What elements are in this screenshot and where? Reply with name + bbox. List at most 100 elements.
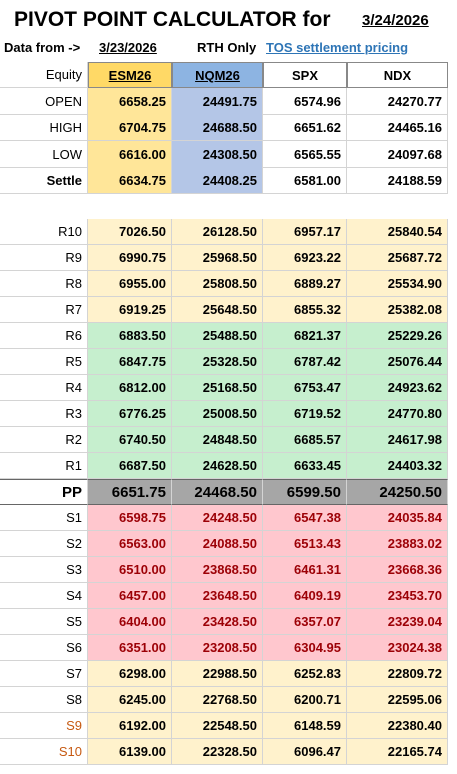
row-label: R3 (0, 401, 88, 427)
cell: 6565.55 (263, 140, 347, 168)
cell: NDX (347, 62, 448, 88)
cell: 6704.75 (88, 114, 172, 142)
row-label: R5 (0, 349, 88, 375)
cell: 23208.50 (172, 635, 263, 661)
cell: 24188.59 (347, 166, 448, 194)
cell: ESM26 (88, 62, 172, 88)
row-label: Settle (0, 166, 88, 194)
cell: 6812.00 (88, 375, 172, 401)
row-label: R8 (0, 271, 88, 297)
cell: 6148.59 (263, 713, 347, 739)
cell: 6633.45 (263, 453, 347, 479)
cell: 6598.75 (88, 505, 172, 531)
cell: 24270.77 (347, 88, 448, 115)
cell: 23883.02 (347, 531, 448, 557)
row-label: S3 (0, 557, 88, 583)
cell: 22548.50 (172, 713, 263, 739)
cell: 6687.50 (88, 453, 172, 479)
cell: 25382.08 (347, 297, 448, 323)
cell: 24308.50 (172, 140, 263, 168)
row-label: R4 (0, 375, 88, 401)
cell: 25076.44 (347, 349, 448, 375)
cell: 22988.50 (172, 661, 263, 687)
row-label: S7 (0, 661, 88, 687)
cell: 6139.00 (88, 739, 172, 765)
row-label: S8 (0, 687, 88, 713)
cell: 6634.75 (88, 166, 172, 194)
cell: 6719.52 (263, 401, 347, 427)
row-label: S5 (0, 609, 88, 635)
row-label: S6 (0, 635, 88, 661)
cell: 25168.50 (172, 375, 263, 401)
row-label: S4 (0, 583, 88, 609)
cell: 6955.00 (88, 271, 172, 297)
row-label: R10 (0, 219, 88, 245)
cell: 6510.00 (88, 557, 172, 583)
cell: 24688.50 (172, 114, 263, 142)
row-label: S1 (0, 505, 88, 531)
cell: 6298.00 (88, 661, 172, 687)
cell: 6461.31 (263, 557, 347, 583)
cell: 26128.50 (172, 219, 263, 245)
row-label: S10 (0, 739, 88, 765)
cell: SPX (263, 62, 347, 88)
cell: 25648.50 (172, 297, 263, 323)
cell: 6651.62 (263, 114, 347, 142)
cell: 6685.57 (263, 427, 347, 453)
cell: 24097.68 (347, 140, 448, 168)
cell: 6192.00 (88, 713, 172, 739)
cell: 6513.43 (263, 531, 347, 557)
cell: 6753.47 (263, 375, 347, 401)
cell: 24628.50 (172, 453, 263, 479)
cell: 25840.54 (347, 219, 448, 245)
row-label: HIGH (0, 114, 88, 142)
row-label: R9 (0, 245, 88, 271)
cell: 24617.98 (347, 427, 448, 453)
cell: 6787.42 (263, 349, 347, 375)
cell: 6990.75 (88, 245, 172, 271)
cell: 6923.22 (263, 245, 347, 271)
cell: 6404.00 (88, 609, 172, 635)
cell: 24408.25 (172, 166, 263, 194)
cell: 6563.00 (88, 531, 172, 557)
cell: 6957.17 (263, 219, 347, 245)
cell: 24250.50 (347, 479, 448, 505)
cell: 25229.26 (347, 323, 448, 349)
cell: 6304.95 (263, 635, 347, 661)
cell: 25808.50 (172, 271, 263, 297)
cell: 24035.84 (347, 505, 448, 531)
cell: 23868.50 (172, 557, 263, 583)
cell: 22768.50 (172, 687, 263, 713)
cell: 7026.50 (88, 219, 172, 245)
row-label: R7 (0, 297, 88, 323)
row-label: OPEN (0, 88, 88, 115)
cell: 6200.71 (263, 687, 347, 713)
cell: 6616.00 (88, 140, 172, 168)
cell: 24923.62 (347, 375, 448, 401)
cell: 6847.75 (88, 349, 172, 375)
cell: 6245.00 (88, 687, 172, 713)
source-link[interactable]: TOS settlement pricing (266, 40, 409, 55)
cell: 24403.32 (347, 453, 448, 479)
title: PIVOT POINT CALCULATOR for (14, 8, 331, 31)
cell: 6889.27 (263, 271, 347, 297)
cell: 6919.25 (88, 297, 172, 323)
cell: 6457.00 (88, 583, 172, 609)
row-label: R1 (0, 453, 88, 479)
data-from-date: 3/23/2026 (99, 40, 157, 55)
cell: 25968.50 (172, 245, 263, 271)
cell: 23648.50 (172, 583, 263, 609)
cell: 24088.50 (172, 531, 263, 557)
cell: 22328.50 (172, 739, 263, 765)
cell: 23024.38 (347, 635, 448, 661)
cell: 6357.07 (263, 609, 347, 635)
row-label: PP (0, 479, 88, 505)
cell: 6351.00 (88, 635, 172, 661)
cell: 25687.72 (347, 245, 448, 271)
cell: 6776.25 (88, 401, 172, 427)
row-label: Equity (0, 62, 88, 88)
cell: 6599.50 (263, 479, 347, 505)
cell: 24465.16 (347, 114, 448, 142)
cell: 25488.50 (172, 323, 263, 349)
